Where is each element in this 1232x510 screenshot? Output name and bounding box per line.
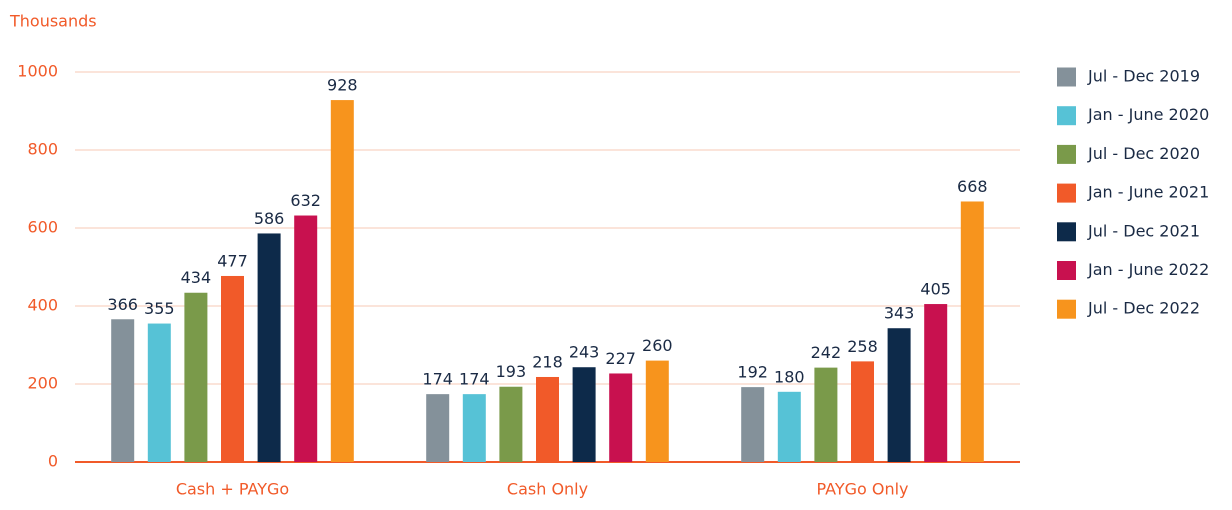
legend-label: Jul - Dec 2021 [1087,221,1200,240]
value-label: 343 [884,304,915,323]
legend-label: Jul - Dec 2020 [1087,144,1200,163]
legend-swatch [1057,144,1076,164]
bar [462,394,486,462]
x-tick-label: Cash + PAYGo [176,480,289,499]
legend-label: Jul - Dec 2022 [1087,299,1200,318]
value-label: 192 [737,363,768,382]
legend-label: Jan - June 2021 [1087,183,1209,202]
value-label: 243 [569,343,600,362]
legend-swatch [1057,67,1076,87]
bar [111,319,135,462]
value-label: 668 [957,177,988,196]
value-label: 242 [811,343,842,362]
bar [851,361,874,462]
value-label: 928 [327,76,358,95]
y-tick-label: 1000 [17,62,58,81]
value-label: 193 [496,362,527,381]
value-label: 586 [254,209,285,228]
value-label: 355 [144,299,175,318]
y-tick-label: 400 [27,296,58,315]
y-axis-label: Thousands [9,12,97,31]
legend-swatch [1057,299,1076,319]
bar [924,304,948,462]
value-label: 227 [605,349,636,368]
bar [184,292,208,462]
bar [814,367,838,462]
value-label: 477 [217,251,248,270]
bar [741,387,765,462]
legend-label: Jul - Dec 2019 [1087,67,1200,86]
y-tick-label: 0 [48,452,58,471]
bar [330,100,354,462]
bar [426,394,450,462]
value-label: 434 [181,268,212,287]
bar [609,373,633,462]
bar [147,323,171,462]
value-label: 366 [107,295,138,314]
legend-swatch [1057,106,1076,126]
bar [887,328,911,462]
y-tick-label: 200 [27,374,58,393]
legend-swatch [1057,222,1076,242]
x-tick-label: Cash Only [507,480,588,499]
legend-label: Jan - June 2022 [1087,260,1209,279]
value-label: 174 [422,370,453,389]
bar [257,233,281,462]
value-label: 260 [642,336,673,355]
legend-swatch [1057,261,1076,280]
bar [499,386,523,462]
value-label: 218 [532,352,563,371]
value-label: 174 [459,370,490,389]
bar [536,376,559,462]
bar [777,391,801,462]
y-tick-label: 800 [27,140,58,159]
legend-label: Jan - June 2020 [1087,105,1209,124]
value-label: 258 [847,337,878,356]
bar [960,201,984,463]
legend-swatch [1057,183,1076,203]
value-label: 180 [774,367,805,386]
y-tick-label: 600 [27,218,58,237]
x-tick-label: PAYGo Only [816,480,908,499]
bar [294,215,318,462]
bar [645,360,669,462]
value-label: 405 [920,280,951,299]
bar [221,275,244,462]
bar [572,367,596,462]
value-label: 632 [290,191,321,210]
